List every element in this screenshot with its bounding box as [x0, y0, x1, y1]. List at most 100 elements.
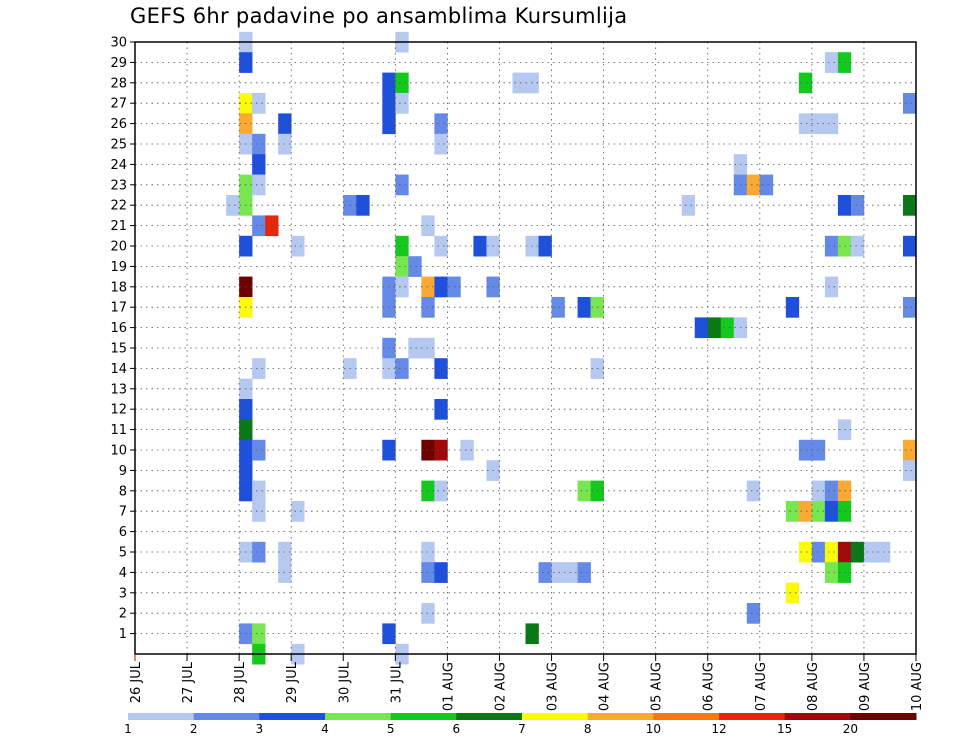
y-tick-label: 20	[110, 240, 127, 255]
x-tick-label: 28 JUL	[233, 661, 248, 703]
x-tick-label: 10 AUG	[910, 662, 925, 711]
x-tick-label: 03 AUG	[546, 662, 561, 711]
heatmap-cell	[824, 276, 839, 298]
heatmap-cell	[564, 562, 578, 583]
heatmap-cell	[746, 480, 761, 502]
heatmap-cell	[395, 276, 409, 298]
legend-swatch	[850, 713, 917, 720]
y-tick-label: 12	[110, 403, 127, 418]
heatmap-cell	[434, 235, 448, 257]
x-tick-label: 02 AUG	[493, 662, 508, 711]
heatmap-cell	[785, 501, 800, 522]
legend-swatch	[653, 713, 720, 720]
heatmap-cell	[811, 439, 826, 461]
legend-swatch	[193, 713, 260, 720]
legend-label: 3	[256, 722, 264, 736]
heatmap-cell	[902, 235, 917, 257]
x-tick-label: 30 JUL	[337, 661, 352, 703]
y-tick-label: 26	[110, 117, 127, 132]
heatmap-cell	[395, 235, 409, 257]
y-tick-label: 29	[110, 56, 127, 71]
heatmap-cell	[850, 541, 865, 563]
legend-label: 8	[584, 722, 592, 736]
y-tick-label: 4	[119, 566, 127, 581]
heatmap-cell	[902, 297, 917, 318]
y-tick-label: 27	[110, 97, 127, 112]
heatmap-cell	[434, 276, 448, 298]
x-tick-label: 09 AUG	[858, 662, 873, 711]
y-tick-label: 3	[119, 586, 127, 601]
heatmap-cell	[577, 480, 591, 502]
heatmap-cell	[902, 195, 917, 216]
heatmap-cell	[798, 541, 813, 563]
legend-label: 15	[777, 722, 792, 736]
heatmap-cell	[824, 501, 839, 522]
heatmap-cell	[551, 297, 565, 318]
legend-swatch	[784, 713, 851, 720]
heatmap-cell	[226, 195, 240, 216]
heatmap-cell	[252, 174, 266, 196]
heatmap-cell	[798, 72, 813, 94]
x-tick-label: 05 AUG	[650, 662, 665, 711]
legend-swatch	[587, 713, 654, 720]
heatmap-cell	[252, 154, 266, 175]
heatmap-cell	[720, 317, 735, 339]
y-tick-label: 19	[110, 260, 127, 275]
color-legend: 1 2 3 4 5 6 7 8 10 12 15 20	[124, 713, 917, 736]
grid-layer	[135, 41, 916, 654]
heatmap-cell	[434, 133, 448, 155]
heatmap-cell	[434, 439, 448, 461]
y-tick-label: 14	[110, 362, 127, 377]
heatmap-cell	[850, 195, 865, 216]
heatmap-cell	[746, 603, 761, 624]
heatmap-cell	[681, 195, 696, 216]
heatmap-cell	[252, 439, 266, 461]
heatmap-cell	[408, 256, 422, 277]
heatmap-cell	[395, 72, 409, 94]
y-tick-label: 1	[119, 627, 127, 642]
heatmap-cell	[421, 276, 435, 298]
heatmap-cell	[291, 235, 305, 257]
heatmap-cell	[785, 297, 800, 318]
heatmap-cell	[252, 501, 266, 522]
x-tick-label: 29 JUL	[285, 661, 300, 703]
y-tick-label: 11	[110, 423, 127, 438]
heatmap-cell	[434, 480, 448, 502]
legend-label: 4	[321, 722, 329, 736]
heatmap-cell	[421, 541, 435, 563]
y-tick-label: 10	[110, 444, 127, 459]
heatmap-cell	[759, 174, 774, 196]
x-tick-label: 06 AUG	[702, 662, 717, 711]
heatmap-cell	[902, 460, 917, 481]
heatmap-cell	[395, 358, 409, 379]
heatmap-cell	[902, 93, 917, 114]
x-tick-label: 27 JUL	[181, 661, 196, 703]
heatmap-cell	[460, 439, 474, 461]
legend-swatch	[128, 713, 195, 720]
heatmap-cell	[902, 439, 917, 461]
heatmap-cell	[421, 480, 435, 502]
heatmap-cell	[811, 501, 826, 522]
heatmap-cell	[577, 562, 591, 583]
y-tick-label: 8	[119, 484, 127, 499]
x-tick-label: 04 AUG	[598, 662, 613, 711]
legend-swatch	[522, 713, 589, 720]
heatmap-cell	[395, 93, 409, 114]
legend-label: 7	[518, 722, 526, 736]
y-tick-label: 2	[119, 607, 127, 622]
heatmap-cell	[798, 501, 813, 522]
legend-label: 1	[124, 722, 132, 736]
heatmap-cell	[824, 562, 839, 583]
y-tick-label: 16	[110, 321, 127, 336]
heatmap-cell	[811, 113, 826, 135]
heatmap-cell	[824, 113, 839, 135]
y-tick-label: 5	[119, 546, 127, 561]
heatmap-cell	[824, 52, 839, 73]
y-axis: 1234567891011121314151617181920212223242…	[110, 36, 135, 642]
legend-swatch	[456, 713, 523, 720]
legend-label: 12	[711, 722, 726, 736]
y-tick-label: 21	[110, 219, 127, 234]
legend-label: 10	[646, 722, 661, 736]
y-tick-label: 30	[110, 36, 127, 51]
